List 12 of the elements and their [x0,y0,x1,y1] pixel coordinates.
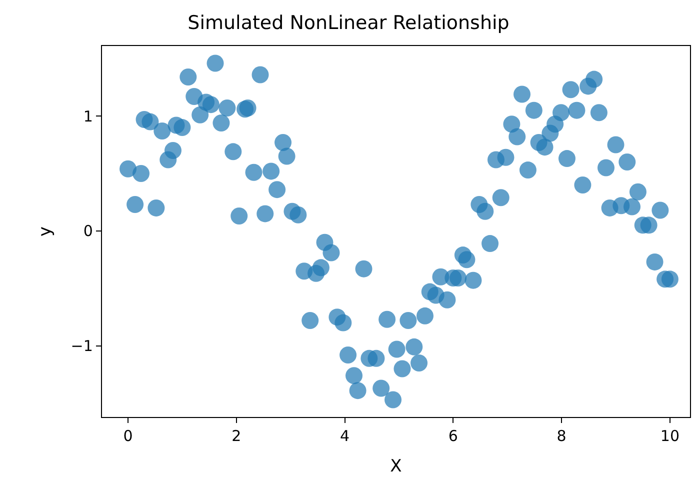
y-tick-label: −1 [70,337,93,356]
x-tick-label: 8 [556,427,566,446]
x-tick-label: 2 [232,427,242,446]
x-tick-label: 4 [340,427,350,446]
x-tick-label: 0 [123,427,133,446]
chart-title: Simulated NonLinear Relationship [188,12,510,34]
x-axis-title: X [390,456,402,476]
y-axis-title: y [35,226,56,237]
x-tick-label: 10 [660,427,680,446]
x-tick-label: 6 [448,427,458,446]
y-tick-label: 1 [83,107,93,126]
y-tick-label: 0 [83,222,93,240]
